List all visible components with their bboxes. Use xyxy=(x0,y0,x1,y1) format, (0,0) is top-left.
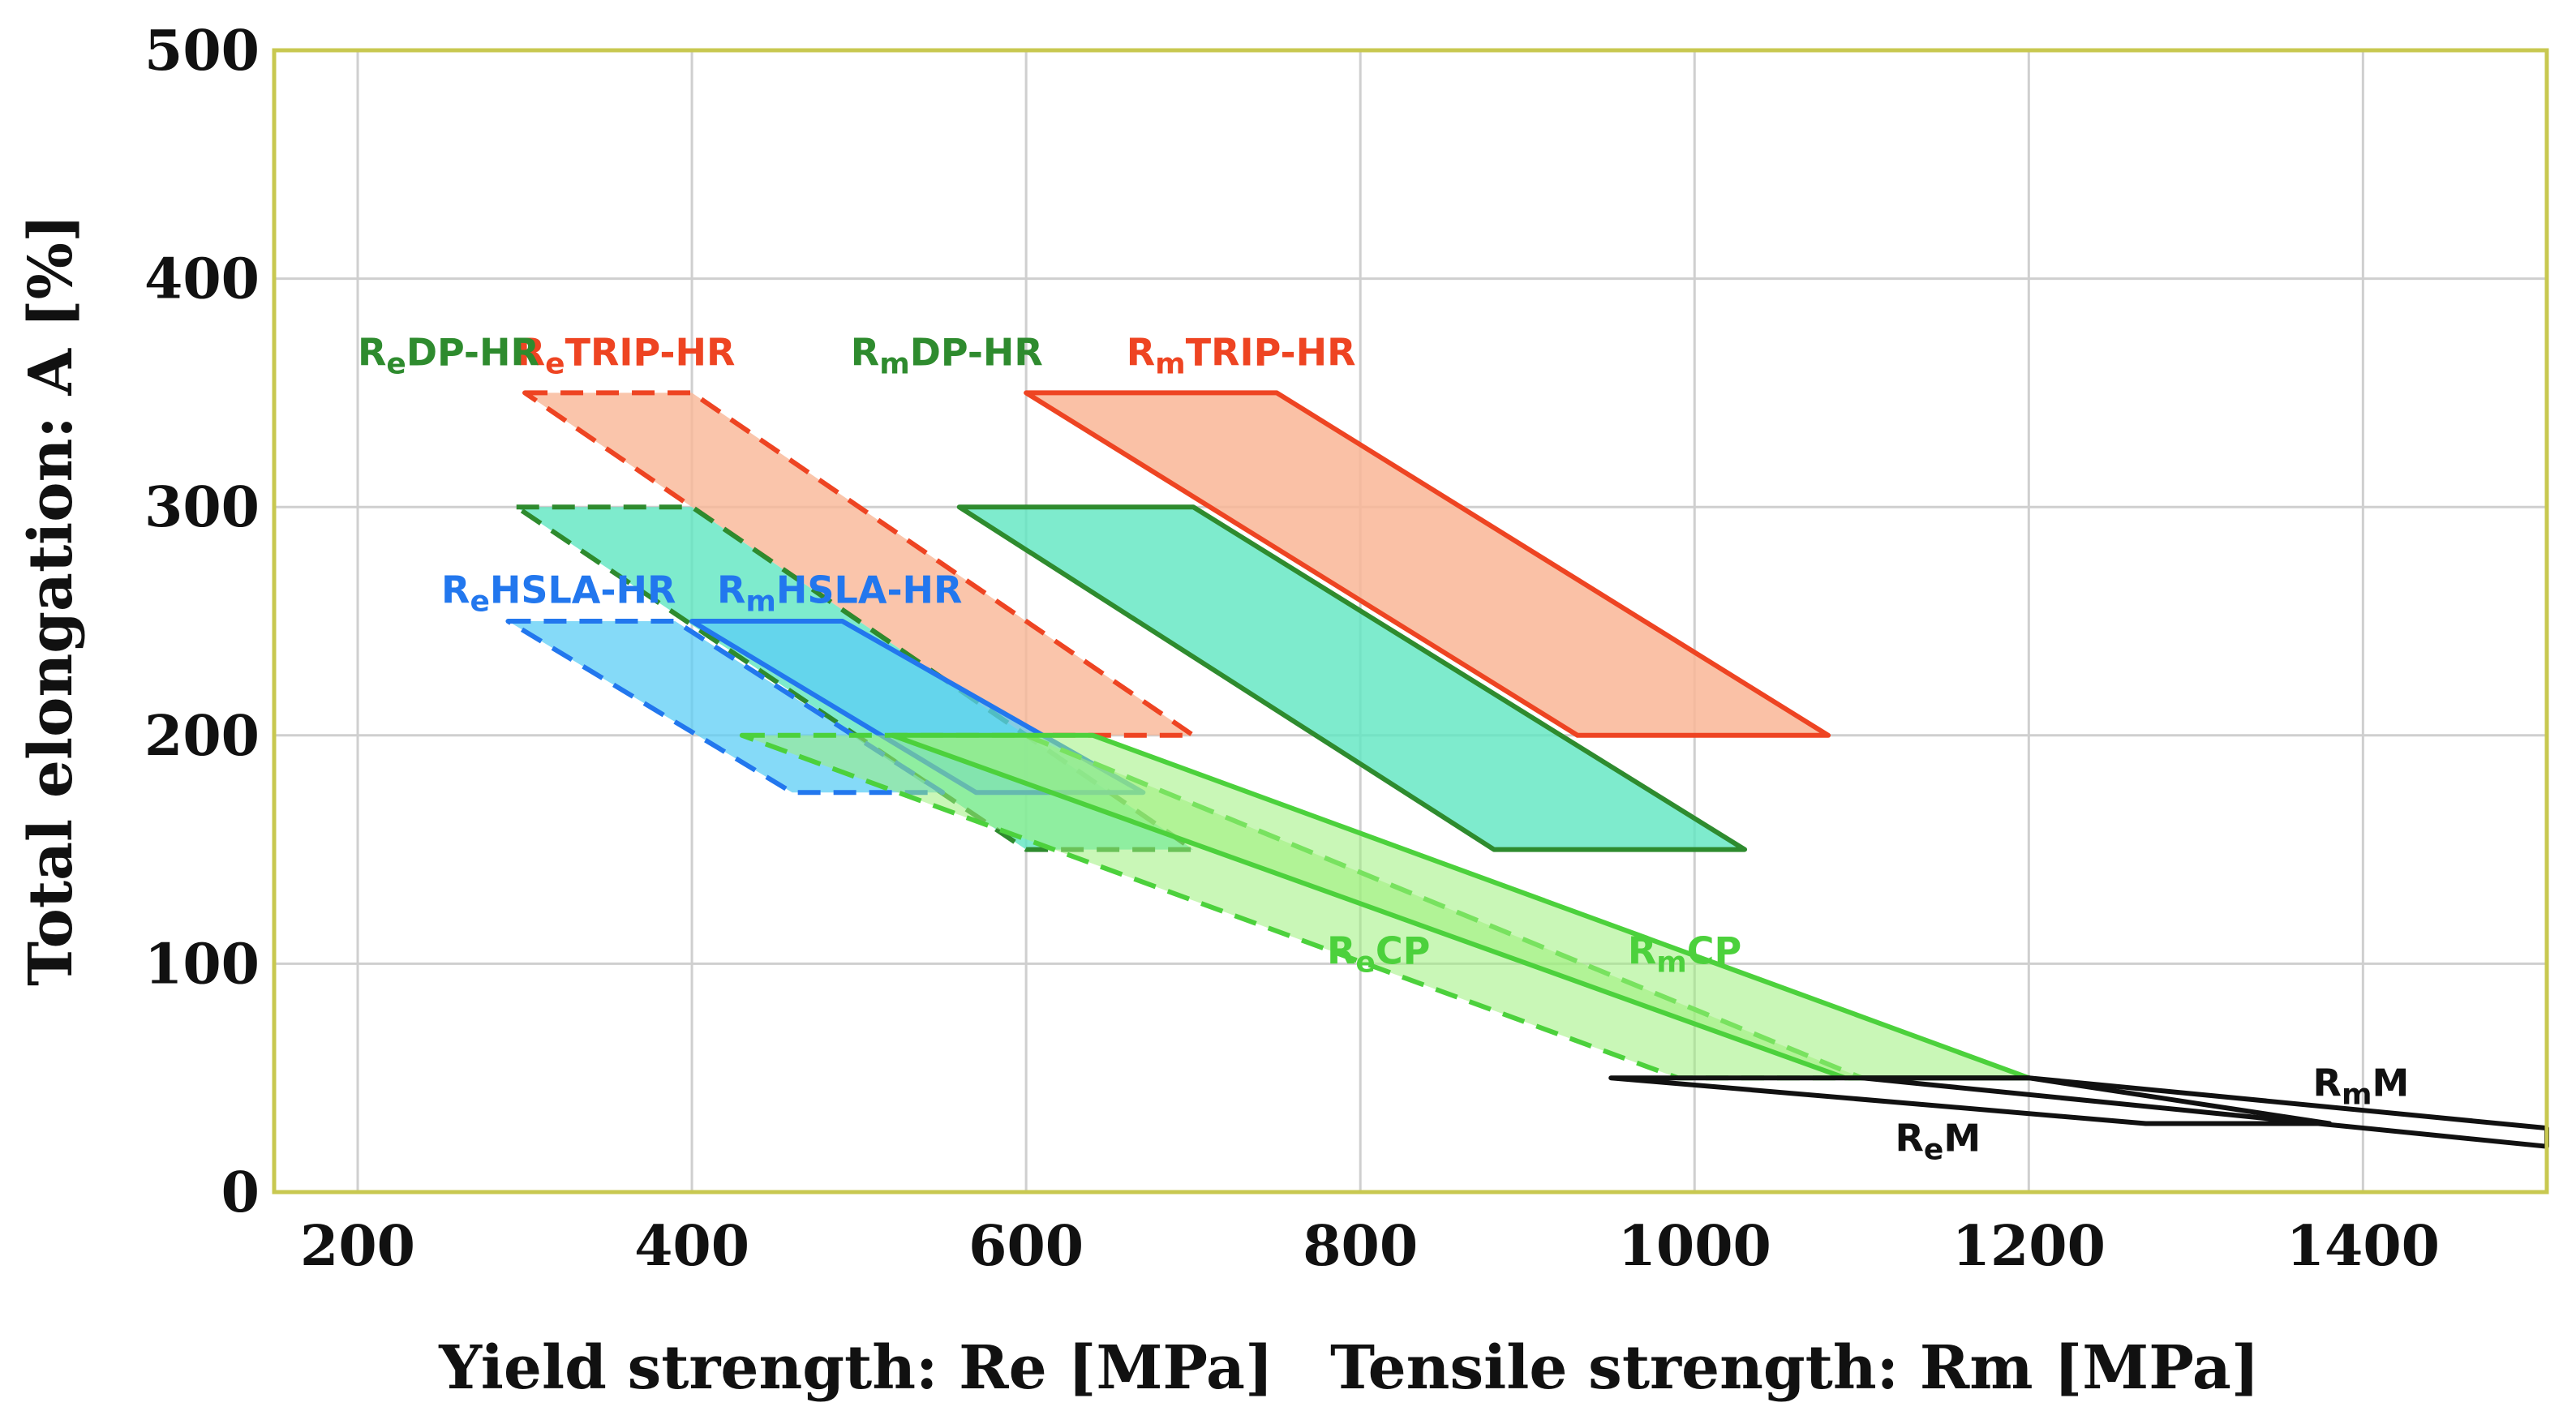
y-axis-title: Total elongation: A [%] xyxy=(16,214,86,986)
y-tick-label-0: 0 xyxy=(221,1160,260,1225)
x-tick-label-1000: 1000 xyxy=(1618,1214,1771,1279)
axis-ticks: 200 400 600 800 1000 1200 1400 0 100 200 300 400 500 xyxy=(144,19,2440,1279)
x-tick-label-200: 200 xyxy=(300,1214,415,1279)
label-rm-dp-hr: RmDP-HR xyxy=(851,331,1043,381)
region-rm-dp-hr xyxy=(956,504,1748,852)
label-re-m: ReM xyxy=(1895,1116,1981,1166)
x-axis-title-yield: Yield strength: Re [MPa] xyxy=(438,1333,1273,1403)
label-rm-cp: RmCP xyxy=(1628,929,1741,979)
y-tick-label-200: 200 xyxy=(144,704,260,769)
label-re-dp-hr: ReDP-HR xyxy=(358,331,539,381)
label-rm-hsla-hr: RmHSLA-HR xyxy=(717,568,963,618)
x-tick-label-400: 400 xyxy=(634,1214,749,1279)
label-re-cp: ReCP xyxy=(1327,929,1430,979)
y-tick-label-300: 300 xyxy=(144,475,260,540)
y-tick-label-500: 500 xyxy=(144,19,260,84)
label-rm-m: RmM xyxy=(2313,1062,2410,1112)
plot-frame xyxy=(272,48,2549,1195)
x-axis-title-tensile: Tensile strength: Rm [MPa] xyxy=(1330,1333,2260,1403)
region-rm-trip-hr xyxy=(1024,390,1831,738)
label-rm-trip-hr: RmTRIP-HR xyxy=(1127,331,1356,381)
y-tick-label-400: 400 xyxy=(144,247,260,312)
x-tick-label-1400: 1400 xyxy=(2286,1214,2440,1279)
x-tick-label-600: 600 xyxy=(968,1214,1084,1279)
label-re-hsla-hr: ReHSLA-HR xyxy=(441,568,676,618)
x-tick-label-800: 800 xyxy=(1303,1214,1418,1279)
data-regions xyxy=(505,390,2549,1149)
x-tick-label-1200: 1200 xyxy=(1952,1214,2106,1279)
label-re-trip-hr: ReTRIP-HR xyxy=(517,331,736,381)
y-tick-label-100: 100 xyxy=(144,932,260,997)
region-labels: ReTRIP-HR RmTRIP-HR ReDP-HR RmDP-HR ReHSLA-H… xyxy=(358,331,2409,1167)
